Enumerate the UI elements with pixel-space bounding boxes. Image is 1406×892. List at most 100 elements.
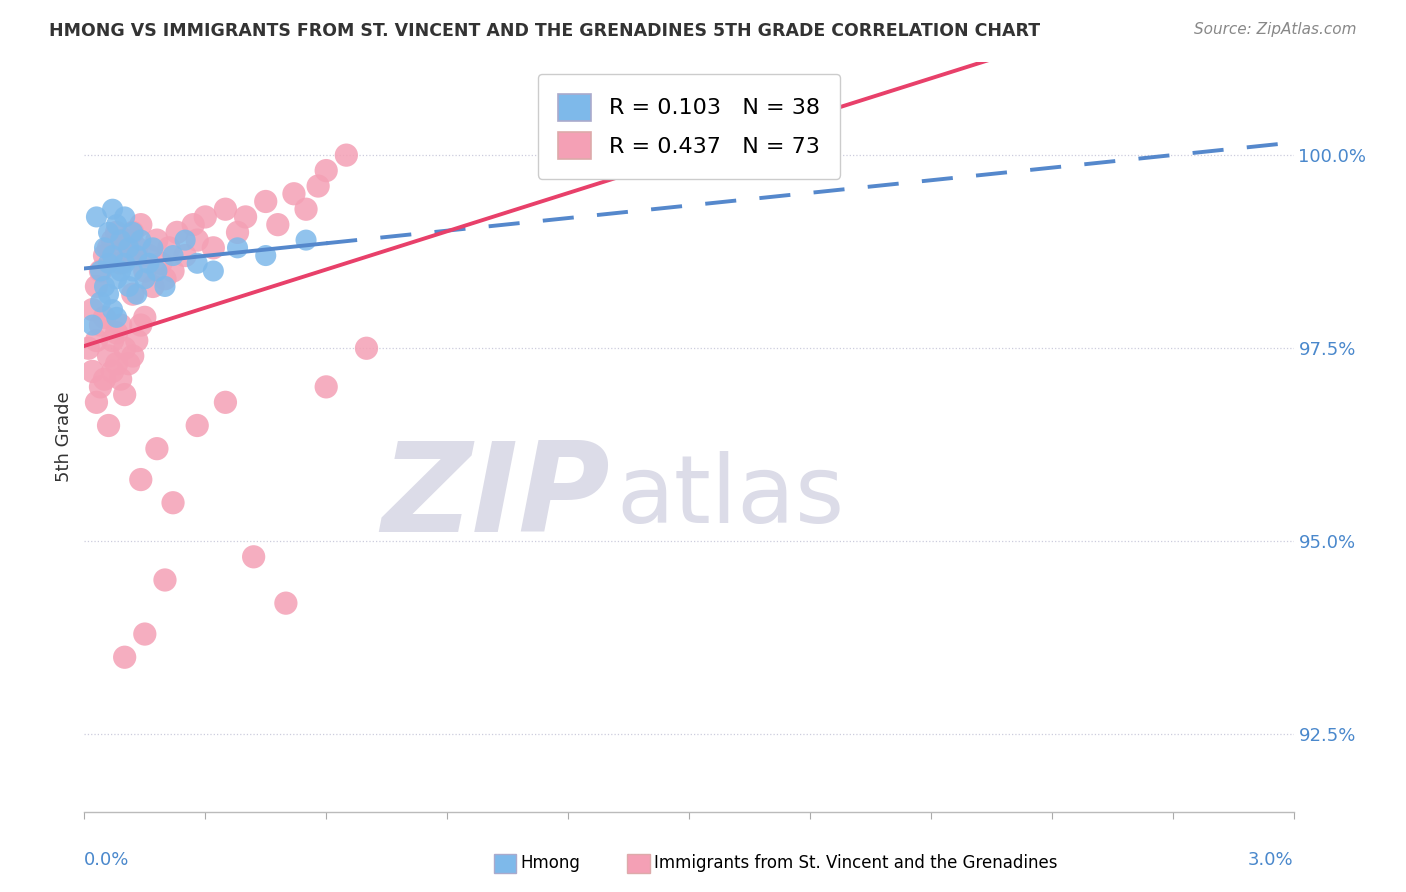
Point (114, 650, 136, 665)
Point (125, 248, 148, 262)
Point (89, 264, 111, 278)
Point (82, 302, 104, 317)
Point (86, 395, 108, 409)
Text: Immigrants from St. Vincent and the Grenadines: Immigrants from St. Vincent and the Gren… (654, 855, 1057, 872)
Point (93, 310, 115, 325)
Point (101, 233, 124, 247)
Point (186, 256, 208, 270)
Point (174, 233, 197, 247)
Text: 3.0%: 3.0% (1249, 851, 1294, 869)
Point (77, 341, 100, 355)
Point (118, 248, 141, 262)
Point (97, 418, 120, 433)
Point (86, 210, 108, 224)
Point (307, 179, 329, 194)
Point (105, 357, 128, 371)
Point (153, 573, 176, 587)
Point (82, 364, 104, 378)
Point (142, 241, 165, 255)
Point (335, 148, 357, 162)
Point (101, 302, 124, 317)
Text: ZIP: ZIP (381, 436, 610, 558)
Point (129, 233, 152, 247)
Point (114, 233, 136, 247)
Point (146, 233, 169, 247)
Point (93, 248, 115, 262)
Point (105, 310, 128, 325)
Point (110, 318, 132, 332)
Point (97, 287, 120, 301)
Point (101, 202, 124, 217)
Point (242, 549, 264, 564)
Point (110, 233, 132, 247)
Point (254, 248, 277, 262)
Point (105, 226, 128, 240)
Point (153, 271, 176, 285)
Point (97, 256, 120, 270)
Point (254, 194, 277, 209)
Point (89, 380, 111, 394)
Point (110, 264, 132, 278)
Text: 0.0%: 0.0% (84, 851, 129, 869)
Point (110, 372, 132, 386)
Point (356, 341, 378, 355)
Point (129, 218, 152, 232)
Point (114, 256, 136, 270)
Point (194, 210, 217, 224)
Point (101, 248, 124, 262)
Point (162, 496, 184, 510)
Point (134, 271, 156, 285)
Point (101, 364, 124, 378)
Point (166, 226, 188, 240)
Point (226, 241, 249, 255)
Point (121, 287, 143, 301)
Point (267, 218, 290, 232)
Point (93, 279, 115, 293)
Point (186, 233, 208, 247)
Point (82, 318, 104, 332)
Point (146, 442, 169, 456)
Point (105, 271, 128, 285)
Legend: R = 0.103   N = 38, R = 0.437   N = 73: R = 0.103 N = 38, R = 0.437 N = 73 (538, 73, 839, 179)
Point (202, 241, 225, 255)
Point (110, 256, 132, 270)
Point (129, 318, 152, 332)
Point (105, 326, 128, 340)
Point (129, 473, 152, 487)
Point (283, 186, 305, 201)
Point (114, 387, 136, 401)
Point (121, 349, 143, 363)
Point (125, 287, 148, 301)
Text: HMONG VS IMMIGRANTS FROM ST. VINCENT AND THE GRENADINES 5TH GRADE CORRELATION CH: HMONG VS IMMIGRANTS FROM ST. VINCENT AND… (49, 22, 1040, 40)
Point (315, 163, 337, 178)
Point (214, 202, 236, 217)
Point (121, 264, 143, 278)
Point (146, 264, 169, 278)
Point (121, 226, 143, 240)
Point (97, 349, 120, 363)
Point (114, 210, 136, 224)
Point (114, 341, 136, 355)
Point (125, 334, 148, 348)
Point (118, 357, 141, 371)
Point (142, 279, 165, 293)
Point (101, 334, 124, 348)
Point (97, 241, 120, 255)
Point (295, 233, 318, 247)
Point (181, 218, 204, 232)
Point (186, 418, 208, 433)
Point (93, 372, 115, 386)
Text: atlas: atlas (616, 451, 845, 543)
Point (118, 279, 141, 293)
Point (157, 241, 180, 255)
Point (162, 264, 184, 278)
Point (125, 241, 148, 255)
Point (153, 279, 176, 293)
Point (134, 310, 156, 325)
Point (86, 334, 108, 348)
Point (162, 248, 184, 262)
Point (89, 294, 111, 309)
Point (214, 395, 236, 409)
Point (295, 202, 318, 217)
Y-axis label: 5th Grade: 5th Grade (55, 392, 73, 483)
